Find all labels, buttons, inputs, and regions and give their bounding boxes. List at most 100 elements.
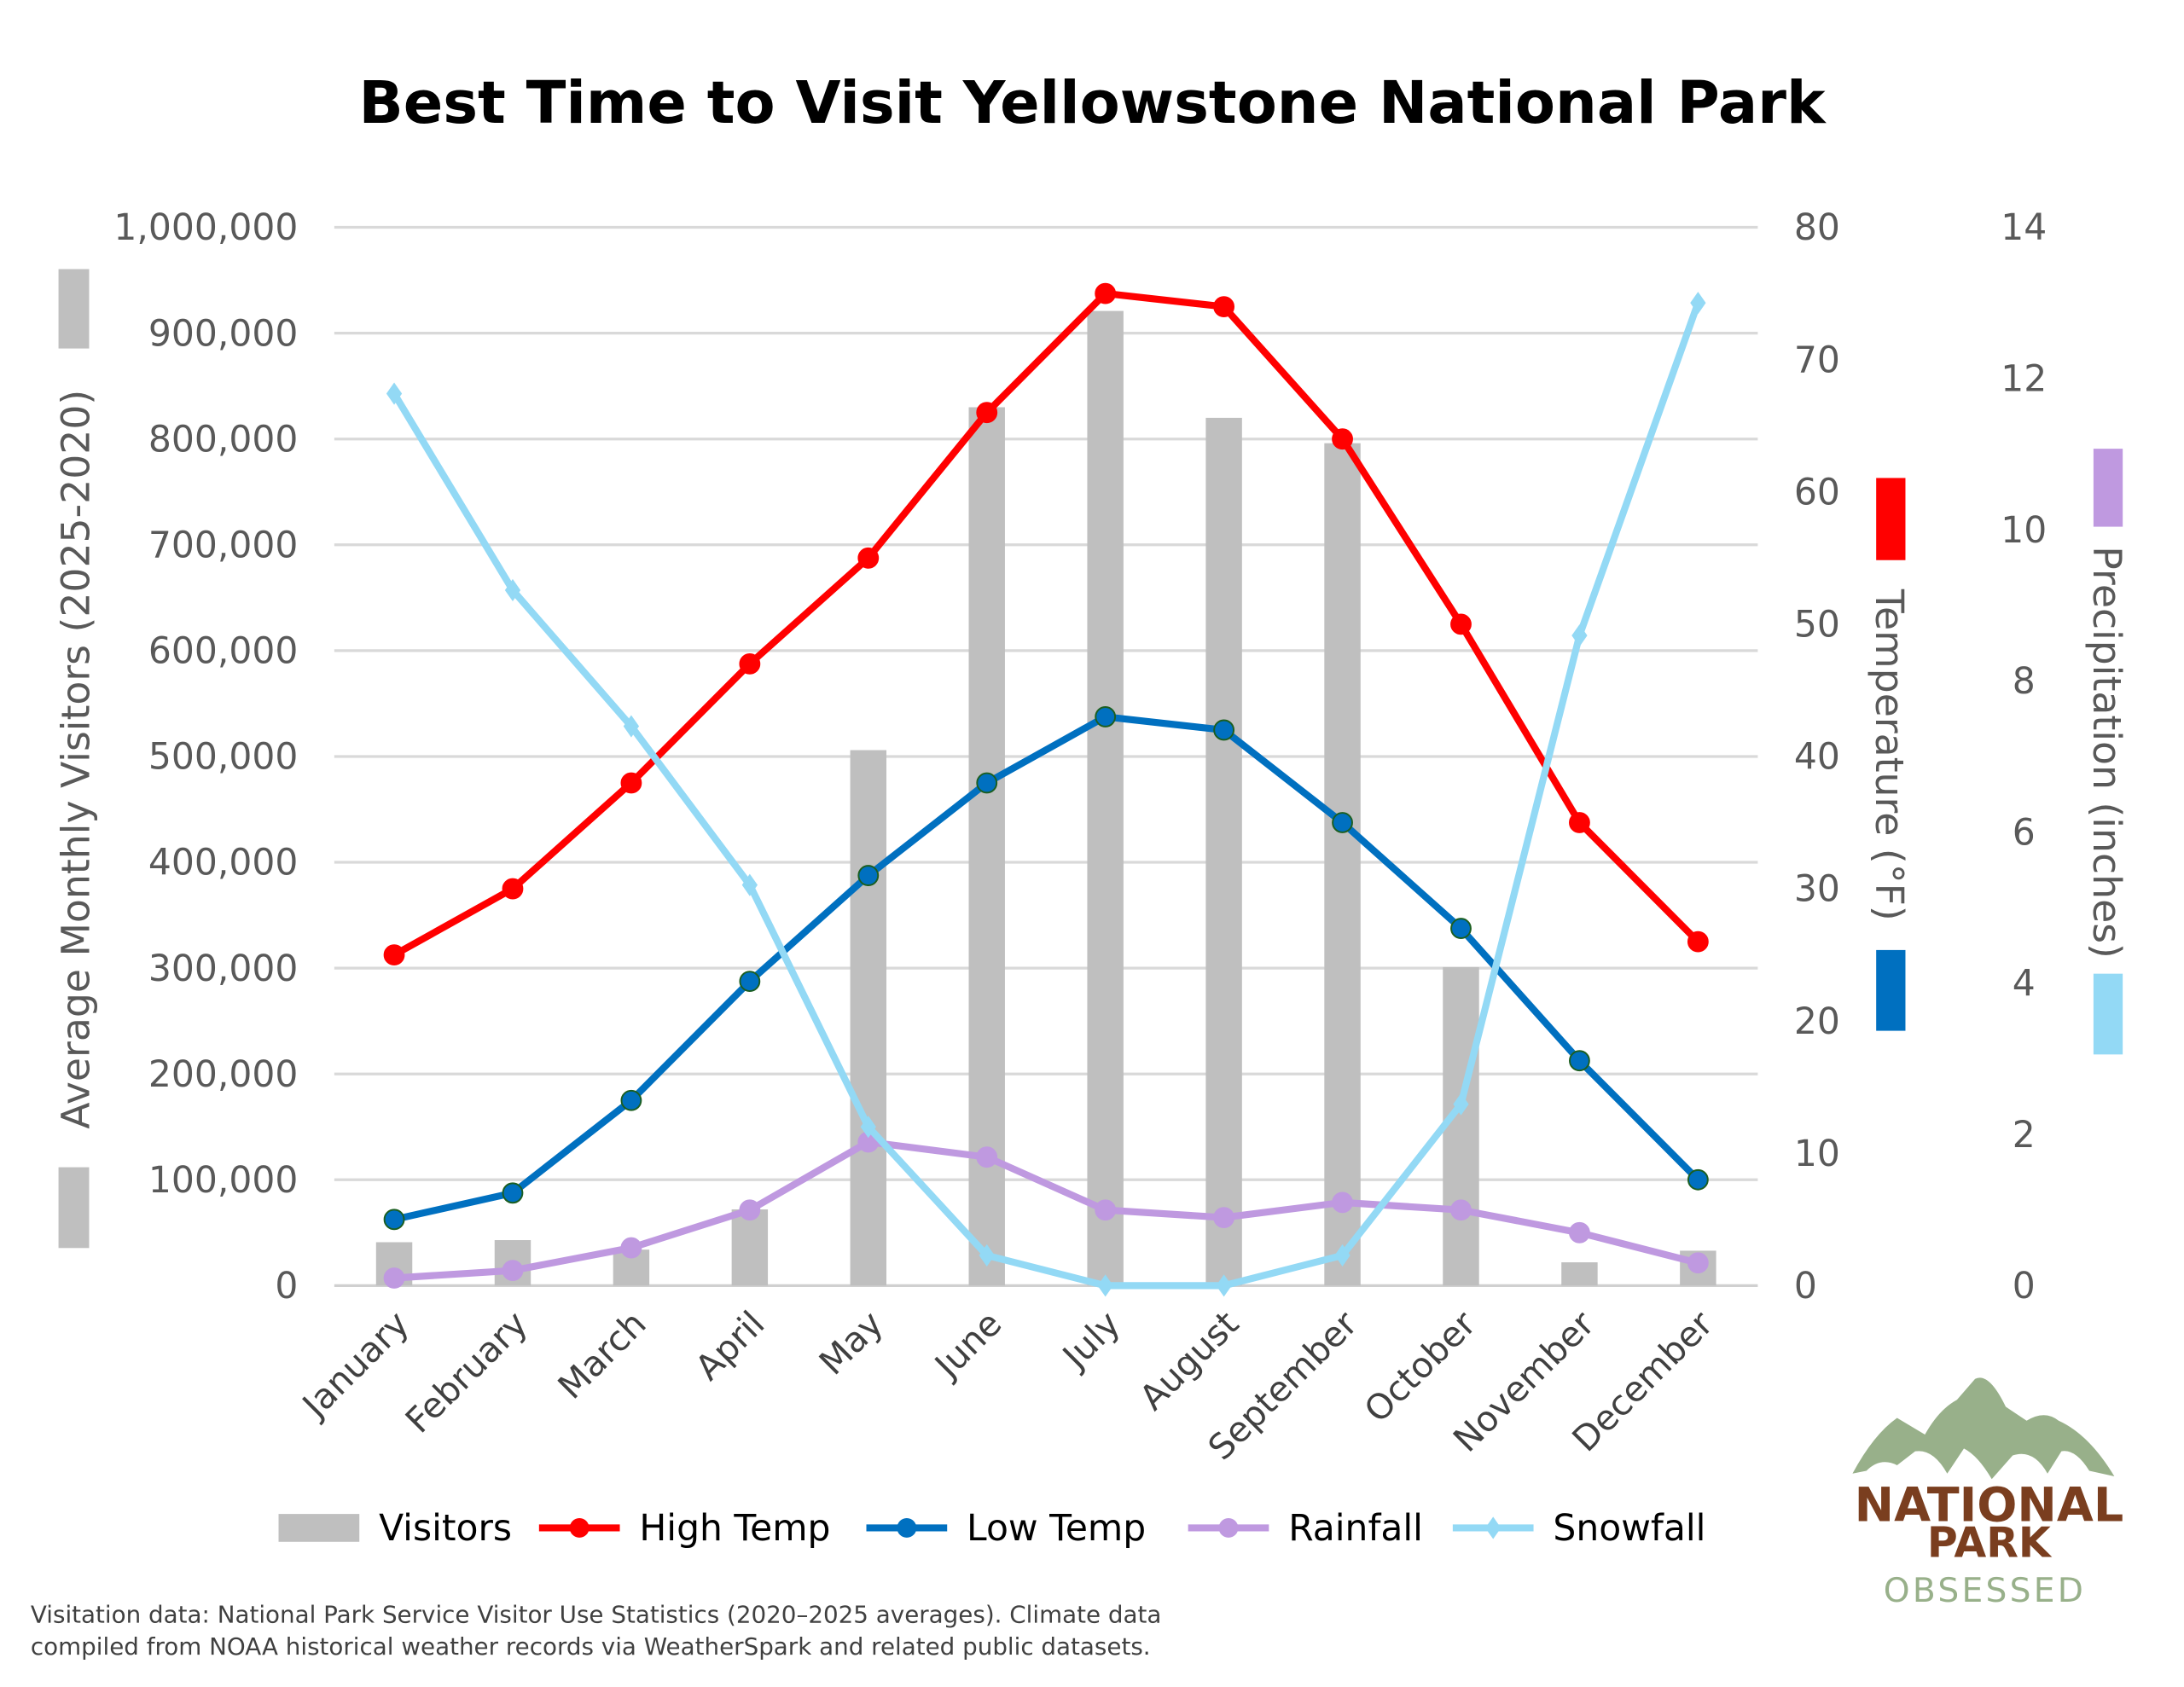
- low-temp-point: [502, 1182, 524, 1204]
- low-temp-point: [1095, 706, 1117, 728]
- high-temp-point: [1569, 812, 1590, 833]
- precipitation-tick-label: 2: [2013, 1115, 2036, 1157]
- rainfall-point: [620, 1237, 642, 1259]
- precipitation-swatch-snow: [2093, 973, 2123, 1055]
- visitors-bar: [731, 1209, 769, 1286]
- snowfall-point: [1334, 1244, 1350, 1267]
- left-tick-label: 400,000: [148, 843, 298, 884]
- temperature-tick-label: 40: [1794, 737, 1840, 779]
- low-temp-point: [1687, 1168, 1709, 1191]
- legend-label: Visitors: [379, 1508, 512, 1550]
- temperature-tick-label: 50: [1794, 605, 1840, 646]
- low-temp-point: [1450, 918, 1472, 939]
- legend-marker: [897, 1518, 917, 1538]
- left-tick-label: 0: [275, 1266, 298, 1307]
- mountain-icon: [1852, 1377, 2115, 1480]
- snowfall-point: [1097, 1274, 1113, 1297]
- precipitation-tick-label: 4: [2013, 964, 2036, 1006]
- precipitation-tick-label: 10: [2001, 510, 2047, 552]
- left-tick-label: 700,000: [148, 525, 298, 566]
- snowfall-point: [860, 1116, 876, 1139]
- visitors-bar: [1324, 443, 1361, 1286]
- temperature-swatch-high: [1876, 478, 1906, 560]
- legend-item: High Temp: [538, 1508, 831, 1550]
- precipitation-tick-label: 0: [2013, 1266, 2036, 1307]
- rainfall-point: [1569, 1221, 1590, 1244]
- temperature-swatch-low: [1876, 949, 1906, 1031]
- high-temp-point: [857, 547, 880, 569]
- high-temp-point: [739, 652, 761, 675]
- legend-swatch: [278, 1514, 360, 1542]
- legend-label: Low Temp: [967, 1508, 1146, 1550]
- snowfall-point: [1216, 1274, 1232, 1297]
- gridlines: [334, 225, 1758, 1288]
- legend-label: Snowfall: [1553, 1508, 1705, 1550]
- snowfall-point: [1453, 1093, 1469, 1116]
- high-temp-line: [392, 290, 1701, 959]
- left-axis-swatch-top: [58, 269, 90, 349]
- high-temp-point: [976, 402, 998, 424]
- temperature-tick-label: 10: [1794, 1133, 1840, 1175]
- month-label: May: [811, 1303, 892, 1383]
- high-temp-point: [1687, 930, 1709, 953]
- rainfall-point: [1687, 1252, 1709, 1274]
- rainfall-point: [502, 1260, 524, 1282]
- low-temp-point: [1332, 812, 1353, 833]
- legend-label: Rainfall: [1288, 1508, 1423, 1550]
- footnote-line-1: Visitation data: National Park Service V…: [31, 1600, 1162, 1628]
- legend-marker: [1485, 1516, 1502, 1539]
- rainfall-point: [1213, 1207, 1235, 1229]
- month-label: March: [550, 1303, 654, 1407]
- low-temp-point: [383, 1209, 405, 1231]
- rainfall-point: [976, 1146, 998, 1168]
- chart-title: Best Time to Visit Yellowstone National …: [358, 69, 1826, 137]
- visitors-bar: [1443, 966, 1479, 1286]
- national-park-obsessed-logo: NATIONAL PARK OBSESSED: [1852, 1377, 2123, 1610]
- low-temp-point: [739, 971, 761, 993]
- high-temp-point: [620, 772, 642, 794]
- rainfall-point: [383, 1267, 405, 1289]
- temperature-tick-label: 60: [1794, 472, 1840, 513]
- left-tick-label: 800,000: [148, 419, 298, 461]
- high-temp-point: [1095, 282, 1117, 304]
- temperature-tick-label: 70: [1794, 339, 1840, 381]
- snowfall-point: [741, 873, 758, 896]
- legend-label: High Temp: [639, 1508, 830, 1550]
- snowfall-point: [386, 382, 403, 405]
- precipitation-tick-label: 8: [2013, 661, 2036, 703]
- month-label: April: [688, 1303, 773, 1388]
- high-temp-point: [383, 944, 405, 966]
- precipitation-tick-label: 12: [2001, 359, 2047, 401]
- visitors-bar: [1561, 1262, 1598, 1286]
- footnote-line-2: compiled from NOAA historical weather re…: [31, 1632, 1151, 1661]
- left-tick-label: 900,000: [148, 313, 298, 355]
- left-tick-label: 200,000: [148, 1054, 298, 1096]
- temperature-tick-label: 20: [1794, 1001, 1840, 1043]
- left-tick-label: 300,000: [148, 948, 298, 990]
- high-temp-point: [502, 878, 524, 900]
- snowfall-line: [391, 301, 1702, 1290]
- rainfall-point: [1332, 1191, 1353, 1214]
- temperature-tick-label: 0: [1794, 1266, 1817, 1307]
- legend-item: Visitors: [278, 1508, 512, 1550]
- legend-item: Rainfall: [1188, 1508, 1423, 1550]
- high-temp-point: [1213, 296, 1235, 318]
- legend: Visitors High Temp Low Temp Rainfall Snowfal…: [278, 1508, 1705, 1550]
- snowfall-point: [504, 578, 521, 602]
- left-tick-label: 100,000: [148, 1160, 298, 1202]
- month-label: February: [398, 1303, 536, 1441]
- temperature-axis-title: Temperature (°F): [1867, 588, 1912, 921]
- low-temp-point: [1213, 719, 1235, 741]
- legend-item: Snowfall: [1452, 1508, 1705, 1550]
- left-tick-label: 1,000,000: [113, 207, 298, 249]
- snowfall-point: [1571, 624, 1588, 647]
- visitors-bar: [968, 407, 1005, 1286]
- visitors-bar: [1205, 417, 1242, 1286]
- precipitation-swatch-rain: [2093, 449, 2123, 527]
- low-temp-point: [857, 865, 880, 886]
- left-tick-label: 500,000: [148, 737, 298, 779]
- snowfall-point: [1690, 292, 1706, 315]
- month-label: August: [1131, 1303, 1246, 1418]
